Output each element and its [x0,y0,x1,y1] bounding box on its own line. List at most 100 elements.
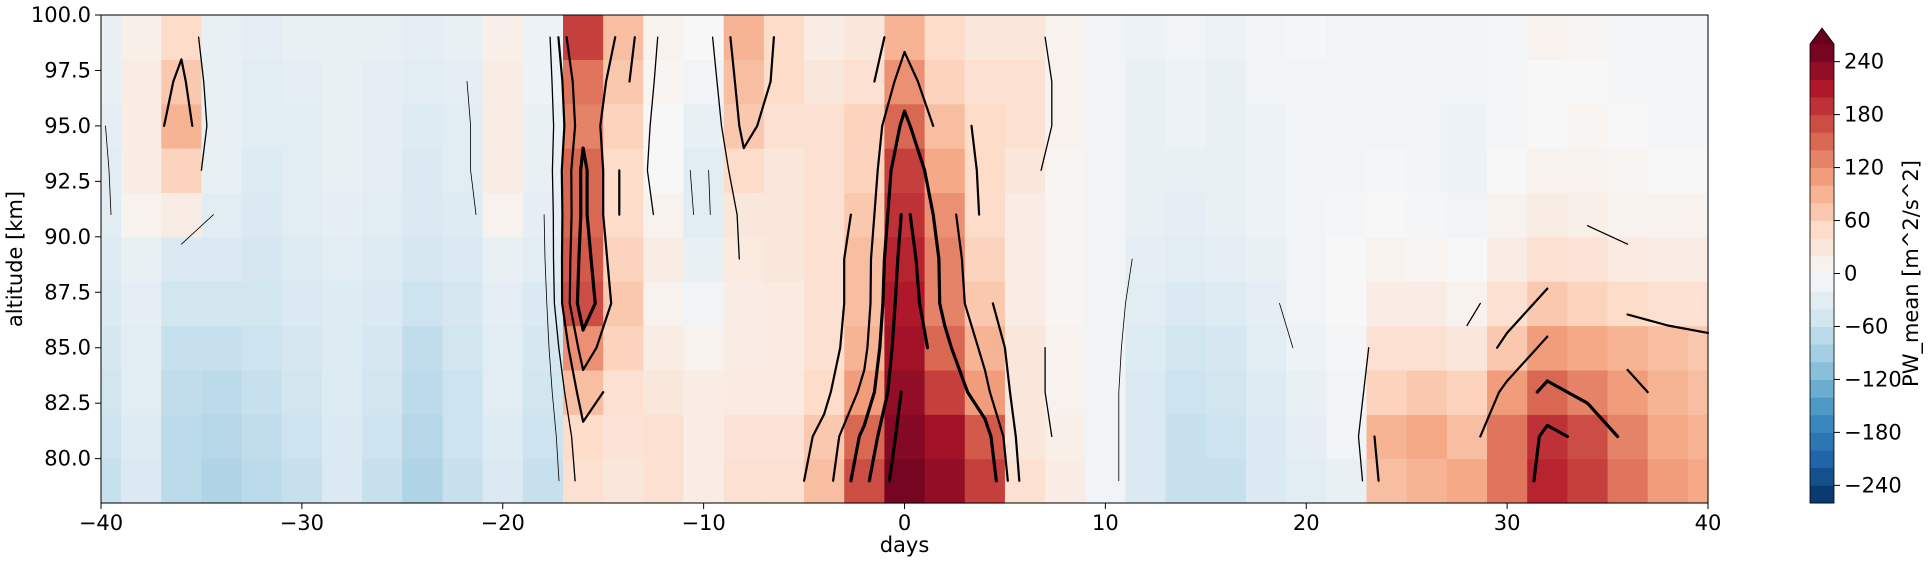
heatmap-cell [683,325,725,371]
heatmap-cell [1205,458,1247,504]
heatmap-cell [1326,414,1368,460]
heatmap-cell [482,281,524,327]
heatmap-cell [1004,236,1046,282]
y-tick-label: 97.5 [44,58,91,82]
heatmap-cell [1125,325,1167,371]
heatmap-cell [924,103,966,149]
heatmap-cell [1165,148,1207,194]
heatmap-cell [1286,414,1327,460]
heatmap-cell [101,59,122,105]
heatmap-cell [964,236,1006,282]
x-tick-label: 0 [898,511,911,535]
heatmap-cell [1004,325,1046,371]
heatmap-cell [522,414,564,460]
heatmap-cell [1045,369,1086,415]
heatmap-cell [603,15,644,60]
heatmap-cell [321,414,363,460]
heatmap-cell [201,325,243,371]
heatmap-cell [1487,369,1528,415]
heatmap-cell [1085,325,1127,371]
heatmap-cell [1647,325,1689,371]
heatmap-cell [1286,458,1327,504]
heatmap-cell [603,103,644,149]
heatmap-cell [1326,192,1368,238]
heatmap-cell [683,103,725,149]
heatmap-cell [563,103,604,149]
heatmap-cell [964,458,1006,504]
heatmap-cell [121,103,162,149]
colorbar-band [1810,255,1834,274]
heatmap-cell [1567,192,1609,238]
heatmap-cell [643,59,685,105]
heatmap-cell [1125,281,1167,327]
heatmap-cell [101,458,122,504]
colorbar-band [1810,114,1834,133]
heatmap-cell [1647,369,1689,415]
colorbar-tick-label: −180 [1844,420,1902,444]
heatmap-cell [1085,192,1127,238]
heatmap-cell [804,236,845,282]
heatmap-cell [1045,236,1086,282]
heatmap-cell [442,369,484,415]
heatmap-cell [1567,103,1609,149]
heatmap-cell [321,236,363,282]
heatmap-cell [763,103,805,149]
heatmap-cell [1286,148,1327,194]
heatmap-cell [402,458,444,504]
heatmap-cell [1366,236,1408,282]
heatmap-cell [482,148,524,194]
heatmap-cell [804,59,845,105]
heatmap-cell [161,281,203,327]
heatmap-cell [442,148,484,194]
heatmap-cell [1205,59,1247,105]
heatmap-cell [1687,236,1709,282]
heatmap-cell [1487,236,1528,282]
heatmap-cell [723,192,765,238]
heatmap-cell [1366,103,1408,149]
heatmap-cell [1607,325,1649,371]
heatmap-cell [1406,103,1448,149]
heatmap-cell [482,59,524,105]
heatmap-cell [1326,236,1368,282]
heatmap-cell [1527,15,1568,60]
colorbar-band [1810,273,1834,292]
heatmap-cell [1085,59,1127,105]
heatmap-cell [1366,148,1408,194]
colorbar-band [1810,149,1834,169]
heatmap-cell [402,103,444,149]
heatmap-cell [1527,369,1568,415]
heatmap-cell [402,236,444,282]
colorbar-tick-label: 0 [1844,262,1857,286]
heatmap-cell [1527,236,1568,282]
heatmap-cell [1045,458,1086,504]
heatmap-cell [1567,236,1609,282]
heatmap-cell [402,59,444,105]
heatmap-cell [603,369,644,415]
heatmap-cell [482,15,524,60]
heatmap-cell [964,148,1006,194]
heatmap-cell [723,369,765,415]
heatmap-cell [643,148,685,194]
heatmap-cell [683,458,725,504]
heatmap-cell [1446,148,1488,194]
heatmap-cell [201,148,243,194]
heatmap-cell [804,103,845,149]
heatmap-cell [281,369,323,415]
colorbar-tick-label: 60 [1844,209,1871,233]
heatmap-cell [281,458,323,504]
heatmap-cell [1045,325,1086,371]
heatmap-cell [1326,15,1368,60]
x-tick-label: −30 [280,511,324,535]
heatmap-cell [121,325,162,371]
heatmap-cell [121,236,162,282]
heatmap-cell [362,369,403,415]
heatmap-cell [1607,148,1649,194]
heatmap-cell [522,192,564,238]
heatmap-cell [1286,325,1327,371]
heatmap-cell [1487,148,1528,194]
heatmap-cell [442,15,484,60]
heatmap-cell [101,325,122,371]
heatmap-cell [442,458,484,504]
heatmap-cell [1366,281,1408,327]
heatmap-cell [763,192,805,238]
